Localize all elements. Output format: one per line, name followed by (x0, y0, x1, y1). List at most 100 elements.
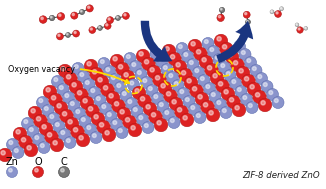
Circle shape (226, 72, 230, 75)
Circle shape (103, 86, 108, 90)
Circle shape (98, 78, 102, 82)
Circle shape (74, 31, 76, 34)
Circle shape (159, 103, 163, 106)
Circle shape (1, 151, 5, 155)
Circle shape (220, 42, 233, 56)
Circle shape (92, 134, 96, 138)
Circle shape (244, 77, 249, 81)
Circle shape (40, 144, 44, 147)
Circle shape (230, 98, 234, 102)
Circle shape (221, 64, 225, 67)
Circle shape (129, 60, 141, 73)
Circle shape (200, 77, 204, 81)
Circle shape (183, 116, 187, 120)
Circle shape (70, 102, 74, 105)
Circle shape (192, 87, 197, 91)
Circle shape (183, 95, 195, 108)
Circle shape (120, 110, 124, 114)
Circle shape (305, 27, 306, 28)
Text: Zn: Zn (6, 157, 19, 167)
Circle shape (118, 129, 122, 132)
Circle shape (126, 55, 130, 59)
Circle shape (161, 64, 173, 75)
Circle shape (176, 43, 188, 54)
Circle shape (148, 87, 152, 91)
Circle shape (154, 95, 158, 98)
Circle shape (111, 76, 115, 80)
Circle shape (58, 129, 70, 140)
Circle shape (118, 65, 123, 69)
Circle shape (38, 142, 50, 153)
Circle shape (222, 109, 226, 112)
Circle shape (116, 16, 118, 18)
Circle shape (77, 91, 82, 95)
Circle shape (138, 94, 151, 108)
Circle shape (19, 135, 32, 149)
Circle shape (255, 93, 260, 97)
Circle shape (225, 50, 239, 64)
Circle shape (96, 97, 100, 101)
Circle shape (199, 55, 213, 69)
Circle shape (272, 97, 284, 108)
Circle shape (33, 167, 43, 177)
Circle shape (235, 85, 247, 98)
Circle shape (269, 91, 273, 94)
Circle shape (61, 67, 65, 71)
Circle shape (222, 45, 227, 49)
Circle shape (271, 11, 272, 12)
Circle shape (108, 18, 110, 20)
Circle shape (188, 39, 202, 53)
Circle shape (168, 52, 181, 66)
Circle shape (236, 43, 240, 46)
Circle shape (253, 90, 266, 104)
Circle shape (80, 9, 84, 15)
Circle shape (120, 90, 132, 101)
Circle shape (187, 79, 191, 83)
Circle shape (210, 48, 214, 51)
Circle shape (104, 22, 111, 29)
Circle shape (157, 121, 161, 125)
Circle shape (66, 33, 70, 37)
Circle shape (71, 12, 78, 19)
Circle shape (57, 104, 61, 108)
Circle shape (258, 98, 272, 112)
Circle shape (231, 58, 244, 72)
Circle shape (142, 122, 154, 133)
Circle shape (107, 17, 113, 24)
Circle shape (88, 87, 100, 98)
Circle shape (219, 7, 225, 13)
Text: C: C (61, 157, 67, 167)
Circle shape (81, 10, 82, 12)
Circle shape (213, 74, 217, 78)
Circle shape (298, 28, 300, 30)
Circle shape (250, 64, 262, 77)
Circle shape (109, 74, 121, 85)
Circle shape (192, 67, 204, 78)
Circle shape (194, 112, 206, 123)
Circle shape (7, 139, 19, 150)
Circle shape (217, 101, 221, 105)
Circle shape (172, 100, 176, 104)
Circle shape (304, 26, 308, 30)
Circle shape (106, 68, 110, 71)
Text: Oxygen vacancy: Oxygen vacancy (8, 65, 129, 83)
Circle shape (52, 96, 56, 100)
Circle shape (67, 75, 71, 79)
Circle shape (156, 56, 168, 67)
Circle shape (150, 47, 162, 60)
Circle shape (227, 95, 240, 109)
Circle shape (53, 121, 65, 132)
Circle shape (65, 117, 79, 131)
Circle shape (205, 63, 218, 77)
Circle shape (47, 133, 52, 137)
Circle shape (220, 8, 222, 10)
Circle shape (28, 106, 42, 120)
Circle shape (198, 95, 202, 99)
FancyArrowPatch shape (216, 21, 253, 63)
Circle shape (102, 128, 116, 142)
Circle shape (64, 72, 77, 86)
Circle shape (79, 115, 91, 128)
Circle shape (31, 109, 35, 113)
Circle shape (136, 49, 150, 63)
Circle shape (73, 128, 78, 132)
